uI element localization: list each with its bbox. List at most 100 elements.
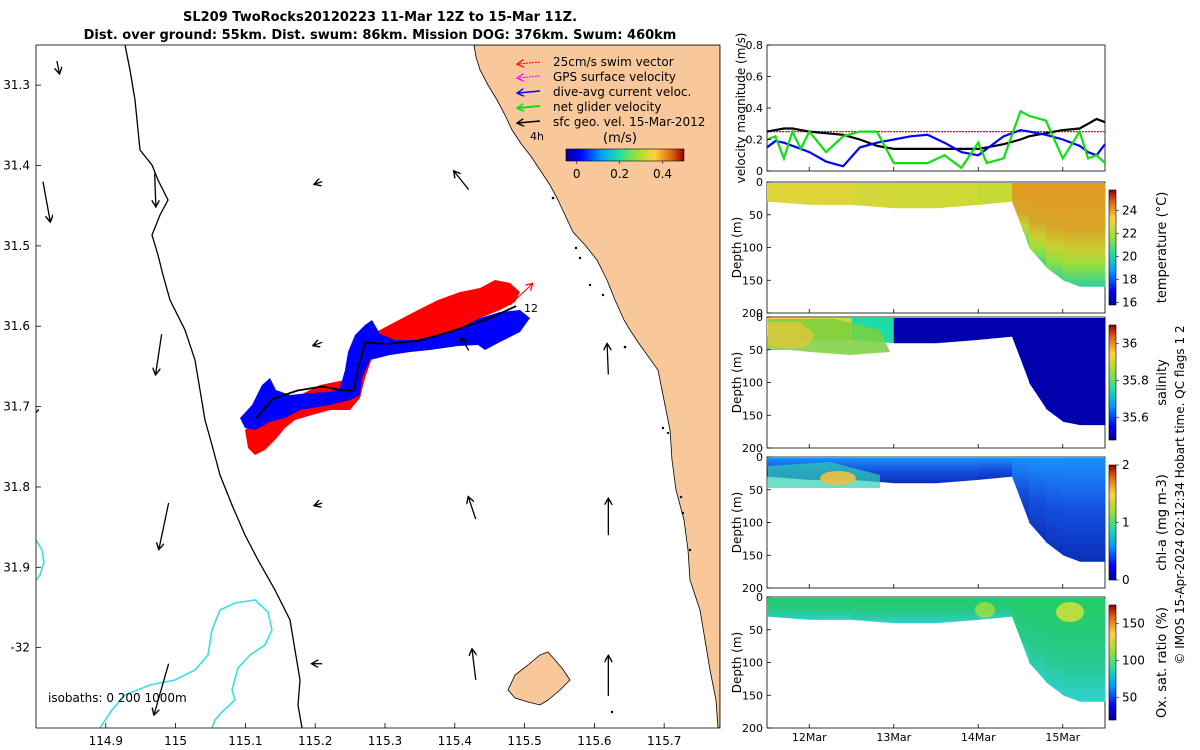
legend-swim-label: 25cm/s swim vector <box>553 55 674 69</box>
salinity-section-cell <box>1062 318 1081 426</box>
coastal-islets <box>551 196 692 714</box>
velocity-series-line <box>766 117 1106 150</box>
time-tick-label: 13Mar <box>876 731 911 744</box>
temperature-y-tick-label: 50 <box>749 209 763 222</box>
oxygen-section-cell <box>809 598 852 620</box>
oxygen-y-tick-label: 100 <box>742 657 763 670</box>
isobath-1000m <box>36 539 45 581</box>
salinity-section-cell <box>1045 318 1064 422</box>
legend-current-line <box>518 91 541 93</box>
glider-track-layer <box>255 305 517 420</box>
swim-vector-swath <box>245 280 520 455</box>
island <box>507 651 571 706</box>
temperature-colorbar-tick-label: 24 <box>1122 204 1137 218</box>
map-x-tick-label: 115.4 <box>438 734 472 748</box>
salinity-y-tick-label: 100 <box>742 377 763 390</box>
temperature-section-cell <box>1045 183 1064 281</box>
salinity-colorbar <box>1108 324 1117 441</box>
velocity-ylabel: velocity magnitude (m/s) <box>734 33 748 184</box>
map-panel: 4h 12 isobaths: 0 200 1000m 114.9 115 115.… <box>3 44 721 748</box>
oxygen-section-cell <box>893 598 937 624</box>
geo-vector-layer <box>36 60 609 714</box>
oxygen-colorbar-tick-label: 50 <box>1122 691 1137 705</box>
oxy-high-patch <box>1056 602 1084 622</box>
legend-net-label: net glider velocity <box>553 100 661 114</box>
geo-velocity-arrow <box>472 650 476 680</box>
oxygen-section-panel: 0 50 100 150 200 Depth (m) 50 100 150 Ox. sat. ra… <box>730 591 1170 735</box>
chlorophyll-colorbar-tick-label: 1 <box>1122 516 1130 530</box>
map-colorbar-tick-label: 0 <box>573 167 581 181</box>
chlorophyll-colorbar-tick-label: 0 <box>1122 573 1130 587</box>
chlorophyll-section-cell <box>936 458 979 484</box>
salinity-colorbar-tick-label: 36 <box>1122 337 1137 351</box>
geo-velocity-arrow <box>315 503 323 505</box>
salinity-section-cell <box>1079 318 1106 426</box>
map-y-tick-label: 31.6 <box>3 319 30 333</box>
track-label-4h: 4h <box>530 130 544 143</box>
map-legend: 25cm/s swim vector GPS surface velocity … <box>518 55 705 181</box>
salinity-ylabel: Depth (m) <box>730 352 744 413</box>
colorbar-units: (m/s) <box>603 131 637 146</box>
map-x-tick-label: 115.3 <box>368 734 402 748</box>
chlorophyll-colorbar-tick-label: 2 <box>1122 458 1130 472</box>
oxygen-section-cell <box>1012 598 1030 663</box>
geo-velocity-arrow <box>607 344 608 375</box>
chlorophyll-section-cell <box>1045 458 1064 556</box>
chlorophyll-section-cell <box>1012 458 1030 523</box>
map-y-tick-label: 31.7 <box>3 400 30 414</box>
current-vector-swath <box>240 310 530 430</box>
map-frame <box>35 44 721 729</box>
velocity-y-tick-label: 0.8 <box>746 39 764 52</box>
isobath-200m <box>124 45 303 728</box>
legend-geo-label: sfc geo. vel. 15-Mar-2012 <box>553 115 705 129</box>
temperature-section-cell <box>893 183 937 209</box>
oxygen-section-cell <box>936 598 979 624</box>
salinity-section-cell <box>978 318 1013 340</box>
geo-velocity-arrow <box>42 181 50 222</box>
copyright-text: © IMOS 15-Apr-2024 02:12:34 Hobart time.… <box>1173 325 1187 664</box>
temperature-colorbar <box>1108 189 1117 306</box>
temperature-y-tick-label: 100 <box>742 242 763 255</box>
chl-max-patch <box>820 471 856 485</box>
map-y-tick-label: -32 <box>10 641 30 655</box>
geo-velocity-arrow <box>314 342 323 345</box>
salinity-colorbar-tick-label: 35.6 <box>1122 411 1149 425</box>
chlorophyll-y-tick-label: 200 <box>742 582 763 595</box>
salinity-y-tick-label: 0 <box>756 311 763 324</box>
time-tick-label: 14Mar <box>961 731 996 744</box>
map-x-tick-label: 115.7 <box>647 734 681 748</box>
geo-velocity-arrow <box>462 338 470 351</box>
salinity-section-cell <box>1012 318 1030 383</box>
track-label-12: 12 <box>524 302 538 315</box>
salinity-y-tick-label: 150 <box>742 409 763 422</box>
chlorophyll-y-tick-label: 0 <box>756 451 763 464</box>
chlorophyll-y-tick-label: 50 <box>749 484 763 497</box>
geo-velocity-arrow <box>154 663 170 714</box>
chlorophyll-section-panel: 0 50 100 150 200 Depth (m) 0 1 2 chl-a (mg m-3) <box>730 451 1170 595</box>
geo-velocity-arrow <box>469 497 477 520</box>
chlorophyll-section-cell <box>978 458 1013 480</box>
isobath-label: isobaths: 0 200 1000m <box>48 691 187 705</box>
oxy-high-patch-2 <box>975 602 995 618</box>
temperature-y-tick-label: 0 <box>756 176 763 189</box>
geo-velocity-arrow <box>155 173 156 206</box>
geo-velocity-arrow <box>159 502 170 549</box>
temperature-colorbar-label: temperature (°C) <box>1155 192 1170 304</box>
map-y-tick-label: 31.5 <box>3 239 30 253</box>
velocity-series-line <box>766 109 1106 170</box>
salinity-section-cell <box>1028 318 1047 409</box>
map-colorbar <box>565 148 685 162</box>
velocity-y-tick-label: 0.4 <box>746 102 764 115</box>
chlorophyll-colorbar-label: chl-a (mg m-3) <box>1155 474 1170 571</box>
salinity-colorbar-tick-label: 35.8 <box>1122 374 1149 388</box>
temperature-section-cell <box>978 183 1013 205</box>
oxygen-colorbar-tick-label: 100 <box>1122 654 1145 668</box>
map-y-tick-label: 31.3 <box>3 78 30 92</box>
geo-velocity-arrow <box>57 60 59 73</box>
time-axis: 12Mar 13Mar 14Mar 15Mar <box>792 167 1081 744</box>
legend-net-line <box>518 106 541 108</box>
oxygen-ylabel: Depth (m) <box>730 632 744 693</box>
temperature-section-cell <box>1079 183 1106 287</box>
land-mass <box>473 45 720 728</box>
map-x-tick-label: 115.2 <box>298 734 332 748</box>
